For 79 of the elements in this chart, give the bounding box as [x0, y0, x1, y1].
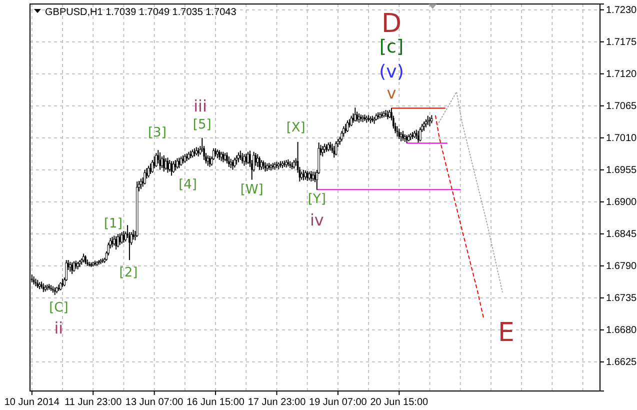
candlestick [230, 158, 232, 169]
annotation: (v) [379, 62, 404, 82]
annotation: [2] [119, 266, 138, 280]
candlestick [237, 152, 240, 163]
y-tick-label: 1.6735 [606, 293, 637, 304]
y-tick-label: 1.6900 [606, 197, 637, 208]
candlestick [206, 154, 210, 166]
candlestick [65, 260, 68, 282]
candlestick [234, 157, 236, 168]
candlestick [258, 156, 260, 170]
annotation: [C] [49, 300, 68, 316]
annotation: [3] [148, 126, 166, 140]
y-tick-label: 1.6680 [606, 325, 637, 336]
y-tick-label: 1.6955 [606, 165, 637, 176]
annotation: [X] [286, 120, 306, 136]
candlestick [419, 126, 422, 142]
annotation: [Y] [308, 192, 326, 208]
candlestick [422, 121, 426, 132]
y-tick-label: 1.6625 [606, 357, 637, 368]
annotation: iv [310, 210, 324, 230]
annotation: [5] [192, 118, 212, 132]
x-tick-label: 10 Jun 2014 [4, 397, 60, 408]
candlestick [71, 262, 73, 275]
candlestick [172, 160, 175, 174]
candlestick [235, 154, 238, 166]
x-tick-label: 20 Jun 15:00 [370, 397, 429, 408]
x-tick-label: 13 Jun 07:00 [125, 397, 184, 408]
candlestick [333, 145, 336, 158]
candlestick [120, 232, 123, 244]
candlestick [340, 130, 343, 142]
candlestick [228, 156, 230, 168]
annotation: [W] [240, 182, 264, 198]
annotation: E [498, 318, 514, 348]
candlestick [168, 159, 171, 172]
y-tick-label: 1.7010 [606, 133, 637, 144]
annotation: [c] [380, 36, 404, 58]
candlestick [226, 152, 228, 164]
x-tick-label: 17 Jun 23:00 [248, 397, 306, 408]
candlestick [426, 115, 429, 126]
candlestick [344, 123, 347, 134]
candlestick [354, 107, 356, 122]
x-tick-label: 11 Jun 23:00 [64, 397, 122, 408]
y-tick-label: 1.7230 [606, 5, 637, 16]
chart-title: GBPUSD,H1 1.7039 1.7049 1.7035 1.7043 [45, 7, 237, 18]
candlestick [334, 140, 338, 156]
candlestick [144, 169, 146, 185]
annotation: iii [194, 96, 207, 116]
y-tick-label: 1.6845 [606, 229, 637, 240]
line-series [435, 115, 484, 318]
candlestick [180, 156, 182, 166]
x-tick-label: 19 Jun 07:00 [309, 397, 368, 408]
y-tick-label: 1.7175 [606, 37, 637, 48]
candlestick [159, 152, 161, 170]
candlestick [342, 126, 345, 138]
candlestick [245, 153, 248, 166]
annotation: v [386, 84, 396, 103]
annotation: [4] [178, 178, 198, 192]
line-series [436, 91, 503, 293]
candlestick [304, 170, 307, 180]
candlestick [115, 236, 117, 250]
annotation: D [381, 9, 402, 39]
candlestick [220, 151, 222, 162]
annotation: ii [54, 318, 64, 338]
candlestick [400, 132, 402, 142]
candlestick [402, 130, 404, 142]
x-tick-label: 16 Jun 15:00 [186, 397, 245, 408]
candlestick [151, 159, 154, 174]
candlestick [243, 154, 246, 166]
y-tick-label: 1.6790 [606, 261, 637, 272]
candlestick [116, 233, 120, 248]
annotation: [1] [104, 216, 122, 232]
y-tick-label: 1.7065 [606, 101, 637, 112]
candlestick [176, 158, 178, 170]
candlestick [356, 111, 358, 122]
y-tick-label: 1.7120 [606, 69, 637, 80]
candlestick [350, 115, 352, 127]
candlestick [415, 129, 418, 140]
candlestick [240, 150, 242, 160]
candlestick [164, 158, 167, 170]
